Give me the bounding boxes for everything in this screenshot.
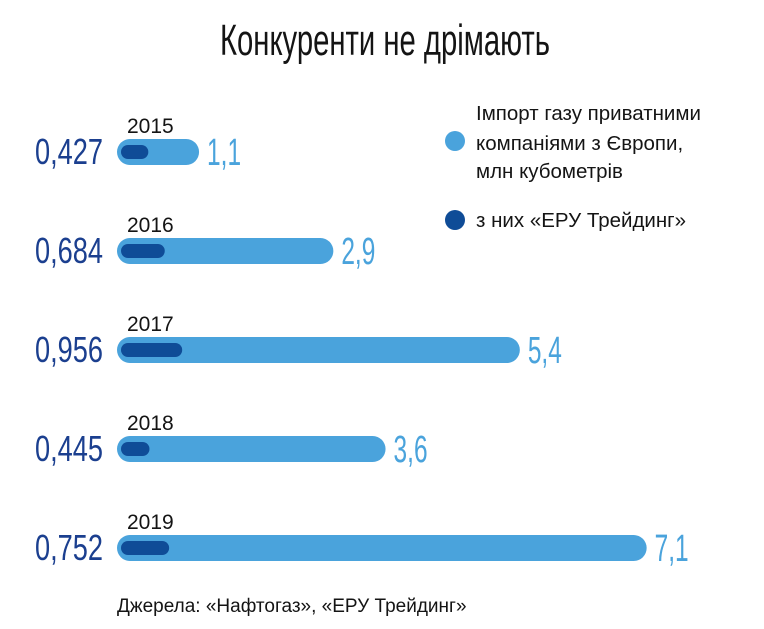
year-label: 2016	[127, 214, 174, 237]
import-bar	[117, 337, 520, 363]
bar-row: 0,684 2016 2,9	[35, 214, 375, 273]
eru-value-label: 0,956	[35, 329, 103, 370]
bar-row: 0,752 2019 7,1	[35, 511, 689, 570]
source-note: Джерела: «Нафтогаз», «ЕРУ Трейдинг»	[117, 596, 467, 617]
legend-item: з них «ЕРУ Трейдинг»	[445, 209, 686, 232]
import-value-label: 3,6	[394, 429, 428, 471]
bar-row: 0,427 2015 1,1	[35, 115, 241, 174]
bar-row: 0,445 2018 3,6	[35, 412, 428, 471]
year-label: 2015	[127, 115, 174, 138]
eru-bar	[121, 145, 149, 159]
chart-title: Конкуренти не дрімають	[220, 16, 550, 65]
import-value-label: 1,1	[207, 132, 241, 174]
legend-item: Імпорт газу приватними компаніями з Європ…	[445, 102, 701, 183]
eru-value-label: 0,427	[35, 131, 103, 172]
bar-rows: 0,427 2015 1,1 0,684 2016 2,9 0,956 2017 5,4 0,44…	[35, 115, 689, 570]
year-label: 2017	[127, 313, 174, 336]
eru-bar	[121, 244, 165, 258]
eru-bar	[121, 442, 150, 456]
legend-label: млн кубометрів	[476, 160, 623, 183]
import-bar	[117, 535, 647, 561]
import-value-label: 5,4	[528, 330, 562, 372]
legend-label: компаніями з Європи,	[476, 132, 683, 155]
bar-row: 0,956 2017 5,4	[35, 313, 562, 372]
legend-swatch	[445, 210, 465, 230]
import-value-label: 7,1	[655, 528, 689, 570]
import-bar	[117, 238, 334, 264]
eru-bar	[121, 541, 170, 555]
eru-value-label: 0,445	[35, 428, 103, 469]
legend: Імпорт газу приватними компаніями з Європ…	[445, 102, 701, 232]
year-label: 2019	[127, 511, 174, 534]
import-value-label: 2,9	[341, 231, 375, 273]
legend-label: з них «ЕРУ Трейдинг»	[476, 209, 686, 232]
eru-value-label: 0,752	[35, 527, 103, 568]
legend-label: Імпорт газу приватними	[476, 102, 701, 125]
year-label: 2018	[127, 412, 174, 435]
legend-swatch	[445, 131, 465, 151]
eru-bar	[121, 343, 183, 357]
import-bar	[117, 436, 386, 462]
eru-value-label: 0,684	[35, 230, 103, 271]
